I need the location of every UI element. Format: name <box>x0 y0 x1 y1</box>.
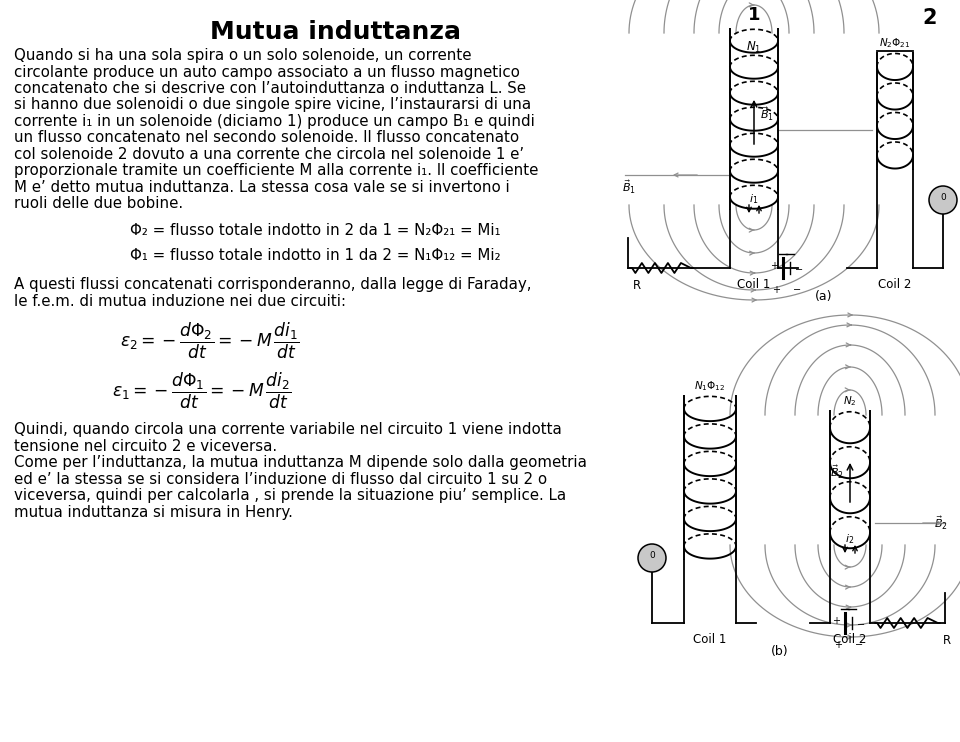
Text: +: + <box>770 261 778 271</box>
Text: ruoli delle due bobine.: ruoli delle due bobine. <box>14 197 183 211</box>
Text: 0: 0 <box>940 192 946 202</box>
Text: Φ₂ = flusso totale indotto in 2 da 1 = N₂Φ₂₁ = Mi₁: Φ₂ = flusso totale indotto in 2 da 1 = N… <box>130 223 500 238</box>
Text: col solenoide 2 dovuto a una corrente che circola nel solenoide 1 e’: col solenoide 2 dovuto a una corrente ch… <box>14 147 524 162</box>
Text: le f.e.m. di mutua induzione nei due circuiti:: le f.e.m. di mutua induzione nei due cir… <box>14 294 346 309</box>
Text: Coil 2: Coil 2 <box>878 278 912 291</box>
Text: $\vec{B}_2$: $\vec{B}_2$ <box>934 514 948 532</box>
Text: $\varepsilon_2 = -\dfrac{d\Phi_2}{dt} = -M\,\dfrac{di_1}{dt}$: $\varepsilon_2 = -\dfrac{d\Phi_2}{dt} = … <box>120 321 300 361</box>
Text: Mutua induttanza: Mutua induttanza <box>210 20 462 44</box>
Text: $\vec{B}_2$: $\vec{B}_2$ <box>830 463 844 481</box>
Text: 0: 0 <box>649 551 655 559</box>
Text: Come per l’induttanza, la mutua induttanza M dipende solo dalla geometria: Come per l’induttanza, la mutua induttan… <box>14 456 587 470</box>
Text: tensione nel circuito 2 e viceversa.: tensione nel circuito 2 e viceversa. <box>14 439 277 454</box>
Text: Quando si ha una sola spira o un solo solenoide, un corrente: Quando si ha una sola spira o un solo so… <box>14 48 471 63</box>
Text: mutua induttanza si misura in Henry.: mutua induttanza si misura in Henry. <box>14 505 293 520</box>
Text: $N_2\Phi_{21}$: $N_2\Phi_{21}$ <box>879 36 911 50</box>
Circle shape <box>929 186 957 214</box>
Text: Coil 1: Coil 1 <box>693 633 727 646</box>
Text: A questi flussi concatenati corrisponderanno, dalla legge di Faraday,: A questi flussi concatenati corrisponder… <box>14 278 532 292</box>
Text: R: R <box>943 634 951 647</box>
Text: concatenato che si descrive con l’autoinduttanza o induttanza L. Se: concatenato che si descrive con l’autoin… <box>14 81 526 96</box>
Text: +: + <box>772 285 780 295</box>
Text: $N_2$: $N_2$ <box>843 394 857 408</box>
Text: $N_1\Phi_{12}$: $N_1\Phi_{12}$ <box>694 379 726 393</box>
Text: ed e’ la stessa se si considera l’induzione di flusso dal circuito 1 su 2 o: ed e’ la stessa se si considera l’induzi… <box>14 472 547 487</box>
Text: −: − <box>857 620 865 630</box>
Text: $N_1$: $N_1$ <box>746 40 761 55</box>
Text: −: − <box>793 285 802 295</box>
Text: si hanno due solenoidi o due singole spire vicine, l’instaurarsi di una: si hanno due solenoidi o due singole spi… <box>14 97 531 113</box>
Text: −: − <box>855 640 863 650</box>
Text: Φ₁ = flusso totale indotto in 1 da 2 = N₁Φ₁₂ = Mi₂: Φ₁ = flusso totale indotto in 1 da 2 = N… <box>130 248 500 263</box>
Circle shape <box>638 544 666 572</box>
Text: (b): (b) <box>771 645 789 658</box>
Text: $i_2$: $i_2$ <box>846 532 854 546</box>
Text: R: R <box>633 279 641 292</box>
Text: $\vec{B}_1$: $\vec{B}_1$ <box>760 105 774 122</box>
Text: (a): (a) <box>815 290 832 303</box>
Text: Quindi, quando circola una corrente variabile nel circuito 1 viene indotta: Quindi, quando circola una corrente vari… <box>14 422 562 438</box>
Text: Coil 2: Coil 2 <box>833 633 867 646</box>
Text: −: − <box>795 265 804 275</box>
Text: $\varepsilon_1 = -\dfrac{d\Phi_1}{dt} = -M\,\dfrac{di_2}{dt}$: $\varepsilon_1 = -\dfrac{d\Phi_1}{dt} = … <box>112 370 292 411</box>
Text: +: + <box>834 640 842 650</box>
Text: +: + <box>832 616 840 626</box>
Text: un flusso concatenato nel secondo solenoide. Il flusso concatenato: un flusso concatenato nel secondo soleno… <box>14 131 519 145</box>
Text: $i_1$: $i_1$ <box>750 192 758 206</box>
Text: circolante produce un auto campo associato a un flusso magnetico: circolante produce un auto campo associa… <box>14 65 520 79</box>
Text: M e’ detto mutua induttanza. La stessa cosa vale se si invertono i: M e’ detto mutua induttanza. La stessa c… <box>14 180 510 195</box>
Text: corrente i₁ in un solenoide (diciamo 1) produce un campo B₁ e quindi: corrente i₁ in un solenoide (diciamo 1) … <box>14 114 535 129</box>
Text: Coil 1: Coil 1 <box>737 278 771 291</box>
Text: $\vec{B}_1$: $\vec{B}_1$ <box>622 178 636 196</box>
Text: 1: 1 <box>748 6 760 24</box>
Text: proporzionale tramite un coefficiente M alla corrente i₁. Il coefficiente: proporzionale tramite un coefficiente M … <box>14 163 539 179</box>
Text: viceversa, quindi per calcolarla , si prende la situazione piu’ semplice. La: viceversa, quindi per calcolarla , si pr… <box>14 488 566 504</box>
Text: 2: 2 <box>923 8 937 28</box>
